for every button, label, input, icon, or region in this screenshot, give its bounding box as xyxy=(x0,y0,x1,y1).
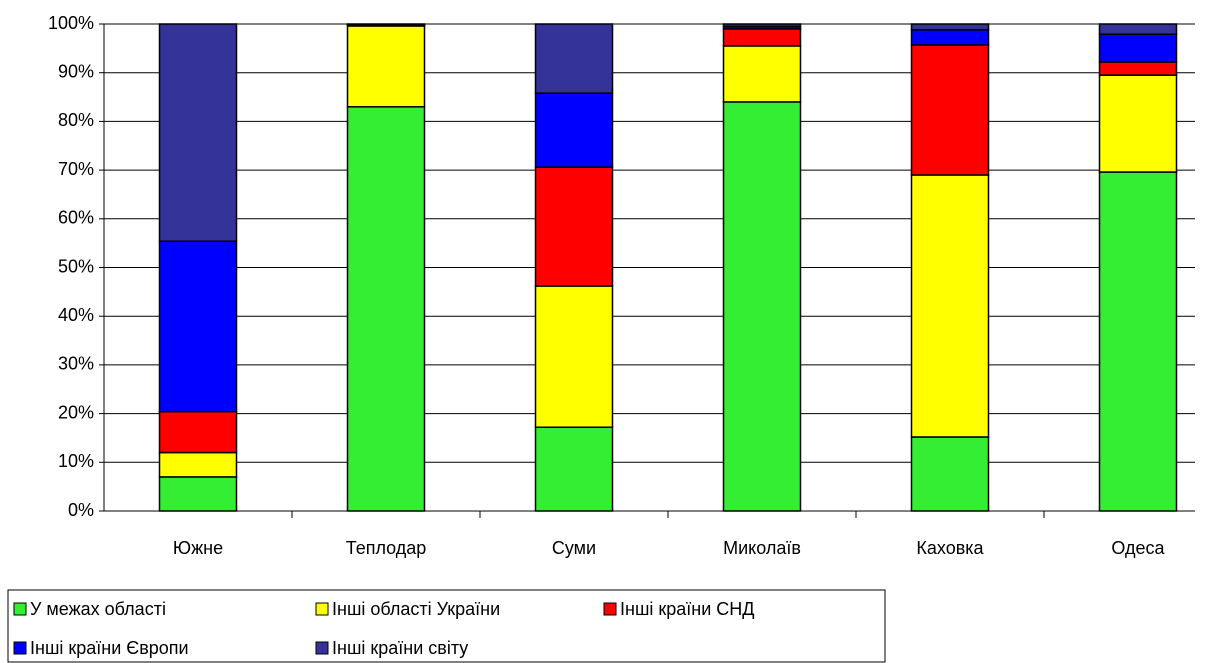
x-tick-label: Суми xyxy=(552,538,596,558)
y-tick-label: 10% xyxy=(58,451,94,471)
y-tick-label: 0% xyxy=(68,500,94,520)
legend-swatch xyxy=(315,641,329,655)
legend-swatch xyxy=(13,602,27,616)
bar-segment xyxy=(158,451,238,478)
legend-box xyxy=(7,589,886,663)
bar-segment xyxy=(534,426,614,512)
bar-segment xyxy=(346,25,426,108)
bar-segment xyxy=(158,23,238,242)
y-tick-label: 40% xyxy=(58,305,94,325)
bar-segment xyxy=(722,23,802,28)
legend-swatch xyxy=(603,602,617,616)
y-tick-label: 60% xyxy=(58,208,94,228)
bar-segment xyxy=(1098,74,1178,173)
y-tick-label: 90% xyxy=(58,61,94,81)
bar-segment xyxy=(910,23,990,31)
bar-segment xyxy=(722,28,802,47)
y-tick-label: 70% xyxy=(58,159,94,179)
y-tick-label: 80% xyxy=(58,110,94,130)
bar-segment xyxy=(1098,171,1178,512)
bar-segment xyxy=(346,106,426,512)
bar-segment xyxy=(722,101,802,512)
bar-segment xyxy=(910,29,990,46)
bar-segment xyxy=(910,174,990,438)
bar-segment xyxy=(534,166,614,287)
bar-segment xyxy=(1098,23,1178,35)
bar-segment xyxy=(534,23,614,94)
legend-label: Інші країни світу xyxy=(332,638,468,658)
bar-segment xyxy=(534,285,614,428)
legend-label: Інші країни СНД xyxy=(620,599,754,619)
x-tick-label: Одеса xyxy=(1111,538,1165,558)
bar-segment xyxy=(910,44,990,176)
y-tick-label: 100% xyxy=(48,13,94,33)
x-tick-label: Южне xyxy=(173,538,223,558)
y-tick-label: 50% xyxy=(58,256,94,276)
x-tick-label: Каховка xyxy=(916,538,984,558)
bar-segment xyxy=(158,410,238,454)
legend-swatch xyxy=(13,641,27,655)
y-tick-label: 30% xyxy=(58,354,94,374)
bar-segment xyxy=(158,476,238,512)
legend-label: Інші області України xyxy=(332,599,500,619)
bar-segment xyxy=(1098,61,1178,76)
legend-swatch xyxy=(315,602,329,616)
y-tick-label: 20% xyxy=(58,402,94,422)
x-tick-label: Теплодар xyxy=(346,538,427,558)
legend-label: У межах області xyxy=(30,599,166,619)
x-tick-label: Миколаїв xyxy=(723,538,801,558)
bar-segment xyxy=(158,240,238,413)
legend-label: Інші країни Європи xyxy=(30,638,189,658)
bar-segment xyxy=(910,436,990,512)
bar-segment xyxy=(534,92,614,168)
bar-segment xyxy=(1098,33,1178,63)
bar-segment xyxy=(722,45,802,103)
